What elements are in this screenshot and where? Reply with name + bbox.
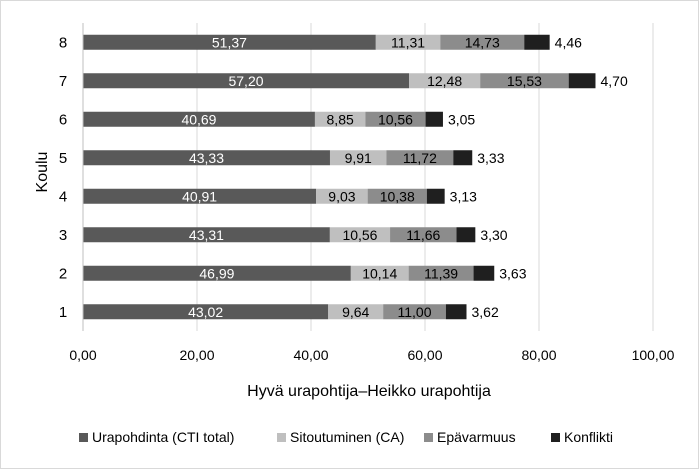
- bar-segment: [568, 73, 596, 89]
- bar-segment: [408, 265, 474, 281]
- bar-segment: [426, 188, 445, 204]
- y-tick-label: 3: [59, 227, 67, 244]
- legend-label: Sitoutuminen (CA): [290, 429, 404, 445]
- data-label: 11,39: [424, 265, 458, 281]
- x-tick-label: 40,00: [293, 347, 328, 363]
- y-tick-label: 5: [59, 150, 67, 167]
- data-label: 43,33: [189, 150, 224, 166]
- bar-segment: [83, 304, 329, 320]
- legend: Urapohdinta (CTI total) Sitoutuminen (CA)…: [79, 429, 613, 445]
- x-tick-label: 0,00: [69, 347, 96, 363]
- gridlines: [196, 23, 654, 331]
- data-label: 11,66: [406, 227, 440, 243]
- x-tick-label: 100,00: [632, 347, 675, 363]
- y-tick-label: 8: [59, 34, 67, 51]
- y-axis-title: Koulu: [34, 152, 51, 193]
- data-label: 11,72: [403, 150, 437, 166]
- data-label: 8,85: [327, 111, 354, 127]
- y-tick-label: 6: [59, 111, 67, 128]
- data-label: 10,14: [362, 265, 397, 281]
- bar-segment: [440, 34, 525, 50]
- x-tick-label: 60,00: [407, 347, 442, 363]
- data-label: 4,46: [555, 34, 582, 50]
- y-tick-label: 1: [59, 304, 67, 321]
- data-label: 3,63: [499, 265, 526, 281]
- bar-segment: [409, 73, 481, 89]
- bar-segment: [350, 265, 409, 281]
- data-label: 40,69: [181, 111, 216, 127]
- bar-segment: [445, 304, 467, 320]
- data-label: 3,05: [448, 111, 475, 127]
- bar-segment: [425, 111, 443, 127]
- bar-segment: [83, 111, 315, 127]
- bar-segment: [453, 150, 473, 166]
- bar-segment: [383, 304, 446, 320]
- axes: 0,00 20,00 40,00 60,00 80,00 100,00 1 2 3 4 5 6 7 8: [59, 23, 675, 363]
- data-labels: 43,02 9,64 11,00 3,62 46,99 10,14 11,39 3,63 43,…: [181, 34, 628, 320]
- legend-label: Konflikti: [564, 429, 613, 445]
- data-label: 46,99: [199, 265, 234, 281]
- data-label: 3,13: [450, 188, 477, 204]
- data-label: 4,70: [600, 73, 627, 89]
- legend-label: Urapohdinta (CTI total): [92, 429, 234, 445]
- bar-segment: [314, 111, 366, 127]
- legend-swatch: [551, 433, 560, 442]
- data-label: 14,73: [465, 34, 500, 50]
- data-label: 9,64: [342, 304, 369, 320]
- data-label: 10,56: [342, 227, 377, 243]
- bar-segment: [375, 34, 441, 50]
- data-label: 43,31: [189, 227, 224, 243]
- y-tick-label: 7: [59, 73, 67, 90]
- data-label: 12,48: [427, 73, 462, 89]
- x-axis-title: Hyvä urapohtija–Heikko urapohtija: [247, 383, 491, 400]
- data-label: 9,91: [345, 150, 372, 166]
- data-label: 9,03: [328, 188, 355, 204]
- data-label: 43,02: [188, 304, 223, 320]
- legend-swatch: [424, 433, 433, 442]
- bar-segment: [83, 73, 410, 89]
- bar-segment: [456, 227, 476, 243]
- bar-segment: [83, 227, 330, 243]
- bar-segment: [367, 188, 427, 204]
- data-label: 40,91: [182, 188, 217, 204]
- data-label: 51,37: [212, 34, 247, 50]
- bar-segment: [83, 34, 376, 50]
- data-label: 11,31: [391, 34, 425, 50]
- bar-segment: [390, 227, 457, 243]
- x-tick-label: 20,00: [179, 347, 214, 363]
- y-tick-label: 4: [59, 188, 67, 205]
- bar-segment: [386, 150, 454, 166]
- data-label: 3,62: [471, 304, 498, 320]
- bars: [83, 34, 596, 320]
- legend-label: Epävarmuus: [437, 429, 516, 445]
- bar-segment: [524, 34, 550, 50]
- bar-segment: [473, 265, 495, 281]
- bar-segment: [480, 73, 569, 89]
- bar-segment: [329, 150, 387, 166]
- data-label: 10,56: [378, 111, 413, 127]
- data-label: 10,38: [380, 188, 415, 204]
- y-tick-label: 2: [59, 265, 67, 282]
- data-label: 3,33: [477, 150, 504, 166]
- bar-segment: [83, 150, 330, 166]
- legend-swatch: [79, 433, 88, 442]
- data-label: 3,30: [480, 227, 507, 243]
- bar-segment: [83, 265, 351, 281]
- bar-segment: [83, 188, 317, 204]
- bar-segment: [365, 111, 426, 127]
- bar-segment: [328, 304, 384, 320]
- data-label: 11,00: [398, 304, 432, 320]
- data-label: 57,20: [228, 73, 263, 89]
- bar-segment: [316, 188, 368, 204]
- legend-swatch: [277, 433, 286, 442]
- bar-segment: [329, 227, 391, 243]
- x-tick-label: 80,00: [521, 347, 556, 363]
- data-label: 15,53: [507, 73, 542, 89]
